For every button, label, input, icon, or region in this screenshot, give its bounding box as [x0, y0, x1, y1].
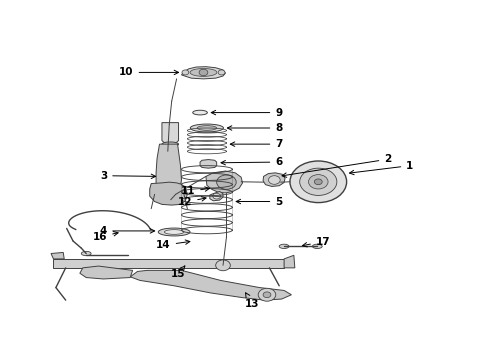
- Polygon shape: [156, 144, 181, 189]
- Text: 5: 5: [236, 197, 283, 207]
- Circle shape: [218, 70, 225, 75]
- Circle shape: [315, 179, 322, 185]
- Circle shape: [216, 260, 230, 271]
- Circle shape: [258, 288, 276, 301]
- Ellipse shape: [158, 228, 190, 236]
- Text: 17: 17: [302, 237, 330, 247]
- Text: 6: 6: [221, 157, 283, 167]
- Ellipse shape: [313, 244, 322, 248]
- Text: 10: 10: [119, 67, 178, 77]
- Text: 13: 13: [245, 293, 260, 309]
- Polygon shape: [150, 182, 187, 205]
- Text: 8: 8: [227, 123, 283, 133]
- Polygon shape: [80, 266, 133, 279]
- Circle shape: [309, 175, 328, 189]
- Polygon shape: [51, 252, 64, 259]
- Ellipse shape: [81, 251, 91, 256]
- Text: 1: 1: [349, 161, 414, 175]
- Text: 2: 2: [282, 154, 392, 177]
- Text: 16: 16: [93, 231, 118, 242]
- Ellipse shape: [193, 110, 207, 115]
- Ellipse shape: [197, 126, 217, 130]
- Circle shape: [199, 69, 208, 76]
- Polygon shape: [284, 255, 295, 268]
- Polygon shape: [210, 192, 223, 201]
- Text: 11: 11: [181, 186, 209, 197]
- Polygon shape: [263, 173, 285, 186]
- Circle shape: [290, 161, 346, 203]
- Ellipse shape: [190, 124, 223, 132]
- Circle shape: [300, 168, 337, 195]
- Polygon shape: [162, 123, 178, 144]
- Polygon shape: [53, 259, 284, 268]
- Circle shape: [213, 193, 220, 199]
- Circle shape: [217, 175, 236, 189]
- Text: 7: 7: [230, 139, 283, 149]
- Text: 15: 15: [171, 266, 185, 279]
- Circle shape: [269, 176, 280, 184]
- Ellipse shape: [279, 244, 289, 248]
- Ellipse shape: [190, 68, 217, 76]
- Polygon shape: [181, 67, 225, 79]
- Text: 4: 4: [100, 226, 155, 236]
- Text: 14: 14: [156, 240, 190, 250]
- Text: 3: 3: [100, 171, 156, 181]
- Text: 9: 9: [211, 108, 282, 118]
- Polygon shape: [206, 171, 243, 193]
- Ellipse shape: [164, 230, 184, 234]
- Polygon shape: [200, 159, 217, 168]
- Circle shape: [263, 292, 271, 298]
- Polygon shape: [130, 270, 292, 300]
- Text: 12: 12: [178, 197, 206, 207]
- Circle shape: [182, 70, 189, 75]
- Ellipse shape: [162, 142, 178, 146]
